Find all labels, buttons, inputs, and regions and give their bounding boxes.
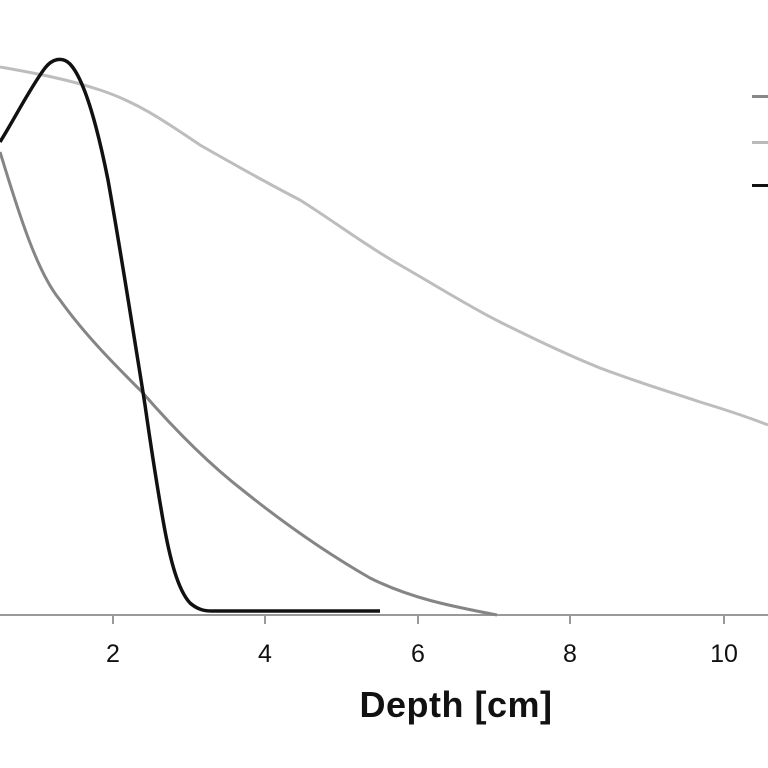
series-black-line (0, 57, 380, 613)
x-tick-label: 8 (563, 640, 577, 668)
x-tick-label: 6 (411, 640, 425, 668)
x-axis-title: Depth [cm] (359, 684, 553, 725)
legend-swatch-black (752, 184, 768, 187)
x-tick-label: 2 (106, 640, 120, 668)
legend-swatch-mid-gray (752, 95, 768, 98)
x-tick-label: 10 (710, 640, 738, 668)
x-tick-label: 4 (258, 640, 272, 668)
series-mid-gray-line (0, 151, 498, 617)
legend-swatch-light-gray (752, 141, 768, 144)
x-axis-ticks (112, 615, 725, 624)
series-light-gray-line (0, 65, 768, 427)
